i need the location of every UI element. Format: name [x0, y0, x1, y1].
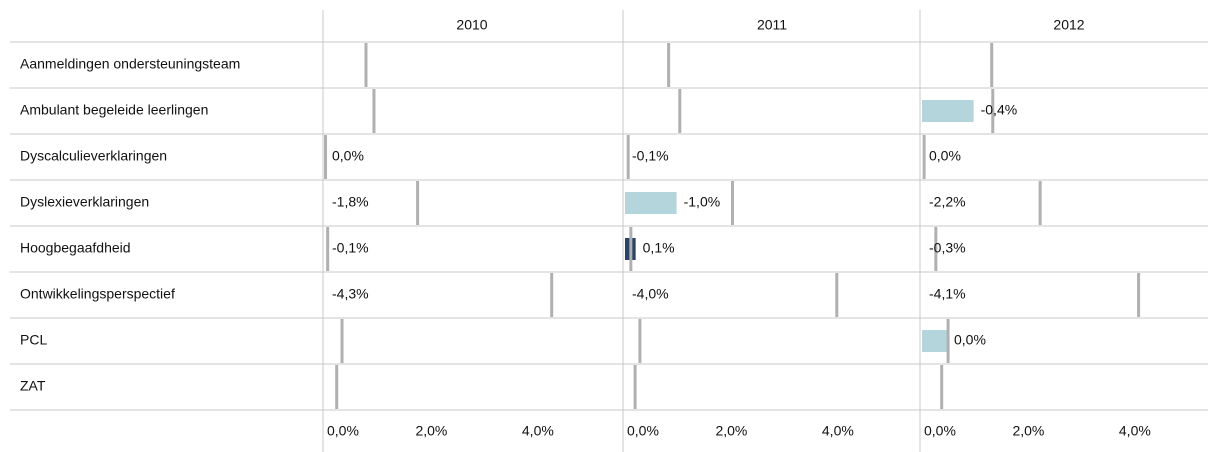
x-tick-label: 2,0% — [1012, 423, 1044, 439]
reference-line — [324, 135, 328, 179]
reference-line — [326, 227, 330, 271]
reference-line — [335, 365, 339, 409]
reference-line — [730, 181, 734, 225]
x-tick-label: 4,0% — [522, 423, 554, 439]
value-label: 0,0% — [954, 332, 986, 348]
reference-line — [991, 89, 995, 133]
reference-line — [340, 319, 344, 363]
value-label: -1,0% — [684, 194, 721, 210]
panel-title: 2010 — [456, 17, 487, 33]
row-label: Ambulant begeleide leerlingen — [20, 102, 208, 118]
x-tick-label: 2,0% — [715, 423, 747, 439]
value-label: -0,4% — [981, 102, 1018, 118]
reference-line — [678, 89, 682, 133]
reference-line — [629, 227, 633, 271]
reference-line — [835, 273, 839, 317]
value-label: 0,0% — [332, 148, 364, 164]
value-label: -2,2% — [929, 194, 966, 210]
reference-line — [633, 365, 637, 409]
bar — [625, 192, 677, 214]
value-label: -0,1% — [632, 148, 669, 164]
value-label: -0,3% — [929, 240, 966, 256]
row-label: Ontwikkelingsperspectief — [20, 286, 175, 302]
reference-line — [946, 319, 950, 363]
bar — [922, 100, 974, 122]
reference-line — [1038, 181, 1042, 225]
bar — [922, 330, 948, 352]
value-label: -0,1% — [332, 240, 369, 256]
value-label: -4,1% — [929, 286, 966, 302]
reference-line — [416, 181, 420, 225]
x-tick-label: 0,0% — [627, 423, 659, 439]
reference-line — [364, 43, 368, 87]
value-label: 0,1% — [643, 240, 675, 256]
reference-line — [990, 43, 994, 87]
value-label: 0,0% — [929, 148, 961, 164]
reference-line — [940, 365, 944, 409]
row-label: Dyscalculieverklaringen — [20, 148, 167, 164]
value-label: -1,8% — [332, 194, 369, 210]
panel-title: 2012 — [1053, 17, 1084, 33]
reference-line — [372, 89, 376, 133]
x-tick-label: 0,0% — [327, 423, 359, 439]
x-tick-label: 4,0% — [822, 423, 854, 439]
reference-line — [1137, 273, 1141, 317]
reference-line — [550, 273, 554, 317]
row-label: ZAT — [20, 378, 46, 394]
reference-line — [638, 319, 642, 363]
value-label: -4,0% — [632, 286, 669, 302]
reference-line — [934, 227, 938, 271]
row-label: Dyslexieverklaringen — [20, 194, 149, 210]
row-label: Hoogbegaafdheid — [20, 240, 131, 256]
panel-title: 2011 — [757, 17, 787, 33]
x-tick-label: 2,0% — [415, 423, 447, 439]
x-tick-label: 4,0% — [1119, 423, 1151, 439]
reference-line — [667, 43, 671, 87]
x-tick-label: 0,0% — [924, 423, 956, 439]
reference-line — [922, 135, 926, 179]
row-label: PCL — [20, 332, 47, 348]
row-label: Aanmeldingen ondersteuningsteam — [20, 56, 240, 72]
value-label: -4,3% — [332, 286, 369, 302]
reference-line — [626, 135, 630, 179]
